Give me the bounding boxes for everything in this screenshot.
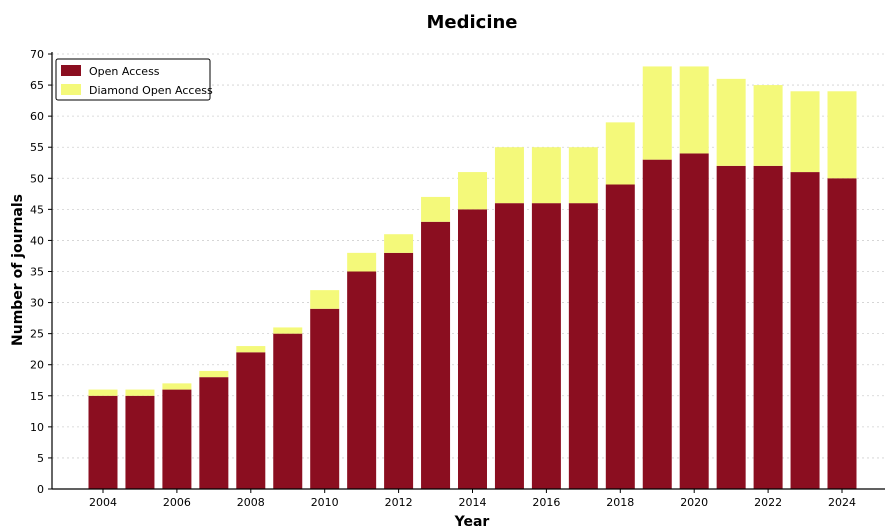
y-tick-label: 40 xyxy=(30,234,44,247)
bar-open-access xyxy=(199,377,229,489)
legend-swatch xyxy=(61,65,81,76)
bar-open-access xyxy=(716,165,746,489)
x-tick-label: 2012 xyxy=(385,496,413,509)
bar-diamond-open-access xyxy=(753,85,783,166)
bar-open-access xyxy=(605,184,635,489)
y-tick-label: 0 xyxy=(37,483,44,496)
bar-open-access xyxy=(568,203,598,489)
x-tick-label: 2010 xyxy=(311,496,339,509)
y-tick-label: 55 xyxy=(30,141,44,154)
bar-open-access xyxy=(273,333,303,489)
bar-open-access xyxy=(458,209,487,489)
y-tick-label: 70 xyxy=(30,48,44,61)
legend: Open Access Diamond Open Access xyxy=(55,58,213,101)
bar-diamond-open-access xyxy=(642,66,672,160)
x-tick-label: 2022 xyxy=(754,496,782,509)
bar-open-access xyxy=(125,395,155,489)
y-tick-label: 25 xyxy=(30,328,44,341)
x-tick-label: 2020 xyxy=(680,496,708,509)
x-tick-label: 2014 xyxy=(459,496,487,509)
y-tick-label: 60 xyxy=(30,110,44,123)
bar-diamond-open-access xyxy=(605,122,635,185)
y-tick-label: 35 xyxy=(30,266,44,279)
x-tick-label: 2018 xyxy=(606,496,634,509)
x-tick-label: 2024 xyxy=(828,496,856,509)
bar-open-access xyxy=(827,178,857,490)
x-axis-label: Year xyxy=(454,514,490,529)
bar-diamond-open-access xyxy=(162,383,192,390)
bar-diamond-open-access xyxy=(494,147,524,204)
bar-diamond-open-access xyxy=(827,91,857,179)
bar-open-access xyxy=(162,389,192,489)
y-tick-label: 45 xyxy=(30,203,44,216)
bar-open-access xyxy=(642,159,672,489)
bar-diamond-open-access xyxy=(273,327,303,334)
legend-swatch xyxy=(61,84,81,95)
bar-open-access xyxy=(88,395,118,489)
y-tick-label: 65 xyxy=(30,79,44,92)
y-tick-label: 30 xyxy=(30,297,44,310)
bar-open-access xyxy=(384,252,414,489)
bar-diamond-open-access xyxy=(384,234,414,253)
legend-label: Open Access xyxy=(89,65,160,78)
bar-diamond-open-access xyxy=(88,389,118,396)
x-tick-label: 2016 xyxy=(532,496,560,509)
bar-open-access xyxy=(494,203,524,489)
y-tick-label: 20 xyxy=(30,359,44,372)
bar-diamond-open-access xyxy=(125,389,155,396)
y-tick-label: 10 xyxy=(30,421,44,434)
y-tick-label: 50 xyxy=(30,172,44,185)
tick-labels: 0 5 10 15 20 25 30 35 40 45 50 55 60 65 70 2004 2006 2008… xyxy=(30,48,856,509)
bar-open-access xyxy=(679,153,709,489)
bar-open-access xyxy=(310,308,340,489)
x-tick-label: 2004 xyxy=(89,496,117,509)
bar-diamond-open-access xyxy=(679,66,709,154)
bar-open-access xyxy=(753,165,783,489)
bar-open-access xyxy=(347,271,377,489)
y-axis-label: Number of journals xyxy=(10,194,26,346)
bar-diamond-open-access xyxy=(568,147,598,204)
bar-diamond-open-access xyxy=(236,346,266,353)
legend-box xyxy=(55,58,211,101)
bar-diamond-open-access xyxy=(531,147,561,204)
x-tick-label: 2008 xyxy=(237,496,265,509)
bar-diamond-open-access xyxy=(310,290,340,309)
bar-diamond-open-access xyxy=(199,370,229,378)
bars xyxy=(88,66,857,490)
bar-diamond-open-access xyxy=(716,78,746,166)
bar-open-access xyxy=(421,221,451,490)
chart-title: Medicine xyxy=(426,12,517,33)
y-tick-label: 5 xyxy=(37,452,44,465)
x-tick-label: 2006 xyxy=(163,496,191,509)
bar-open-access xyxy=(531,203,561,489)
bar-diamond-open-access xyxy=(347,252,377,272)
legend-label: Diamond Open Access xyxy=(89,84,213,97)
bar-diamond-open-access xyxy=(458,172,487,210)
bar-open-access xyxy=(790,172,820,490)
bar-diamond-open-access xyxy=(790,91,820,173)
axes xyxy=(51,52,885,490)
bar-diamond-open-access xyxy=(421,196,451,222)
bar-open-access xyxy=(236,352,266,489)
y-tick-label: 15 xyxy=(30,390,44,403)
